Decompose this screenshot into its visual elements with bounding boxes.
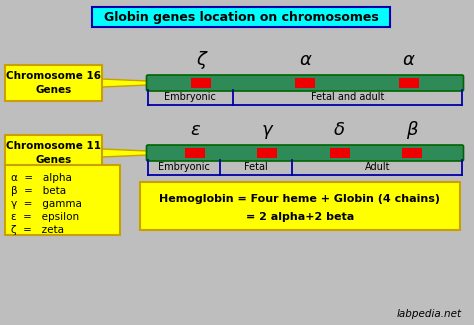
Text: Fetal: Fetal <box>245 162 268 173</box>
Text: Globin genes location on chromosomes: Globin genes location on chromosomes <box>104 10 378 23</box>
FancyBboxPatch shape <box>146 75 464 91</box>
FancyBboxPatch shape <box>5 65 102 101</box>
Text: Chromosome 16
Genes: Chromosome 16 Genes <box>6 72 101 95</box>
FancyBboxPatch shape <box>92 7 390 27</box>
Text: β: β <box>406 121 418 139</box>
Text: γ: γ <box>262 121 273 139</box>
Text: Hemoglobin = Four heme + Globin (4 chains): Hemoglobin = Four heme + Globin (4 chain… <box>159 194 440 204</box>
Text: β  =   beta: β = beta <box>11 186 66 196</box>
Text: labpedia.net: labpedia.net <box>397 309 462 319</box>
Bar <box>185 148 205 158</box>
Text: = 2 alpha+2 beta: = 2 alpha+2 beta <box>246 212 354 222</box>
Text: γ  =   gamma: γ = gamma <box>11 199 82 209</box>
Polygon shape <box>102 79 148 87</box>
Text: α: α <box>299 51 311 69</box>
FancyBboxPatch shape <box>146 145 464 161</box>
Polygon shape <box>102 149 148 157</box>
Text: ζ  =   zeta: ζ = zeta <box>11 225 64 235</box>
Bar <box>257 148 277 158</box>
Text: ε  =   epsilon: ε = epsilon <box>11 212 79 222</box>
Text: δ: δ <box>334 121 345 139</box>
FancyBboxPatch shape <box>140 182 460 230</box>
Text: Chromosome 11
Genes: Chromosome 11 Genes <box>6 141 101 164</box>
Bar <box>399 78 419 88</box>
Text: α  =   alpha: α = alpha <box>11 173 72 183</box>
Text: ζ: ζ <box>197 51 206 69</box>
Bar <box>191 78 211 88</box>
Text: ε: ε <box>190 121 200 139</box>
Text: Embryonic: Embryonic <box>164 93 216 102</box>
Text: Adult: Adult <box>365 162 390 173</box>
Text: Fetal and adult: Fetal and adult <box>310 93 384 102</box>
FancyBboxPatch shape <box>5 135 102 171</box>
Text: Embryonic: Embryonic <box>158 162 210 173</box>
FancyBboxPatch shape <box>5 165 120 235</box>
Bar <box>402 148 422 158</box>
Bar <box>295 78 315 88</box>
Bar <box>329 148 349 158</box>
Text: α: α <box>403 51 415 69</box>
